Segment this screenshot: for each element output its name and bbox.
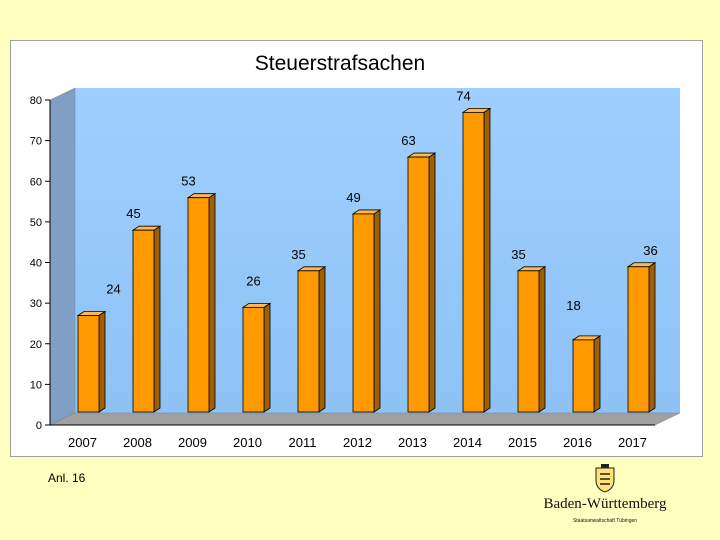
footer-note: Anl. 16 [48,471,86,485]
x-tick-label-2015: 2015 [508,435,537,450]
bar-side-2011 [318,266,326,413]
data-label-2016: 18 [566,298,580,313]
bar-2012 [352,213,375,413]
x-tick-label-2010: 2010 [233,435,262,450]
chart-side-wall [49,87,76,426]
bar-2017 [627,266,650,413]
bar-2010 [242,306,265,413]
x-tick-label-2012: 2012 [343,435,372,450]
bar-2016 [572,339,595,413]
brand-subtitle: Staatsanwaltschaft Tübingen [572,518,638,524]
bar-2011 [297,270,320,413]
bar-side-2017 [648,262,656,413]
data-label-2017: 36 [643,243,657,258]
y-tick-label: 20 [30,339,42,351]
bar-2014 [462,111,485,413]
x-tick-label-2011: 2011 [289,435,317,450]
y-tick-label: 10 [30,379,42,391]
bar-side-2013 [428,152,436,413]
data-label-2013: 63 [401,133,415,148]
chart-floor [49,412,681,426]
data-label-2009: 53 [181,174,195,189]
bar-side-2007 [98,310,106,413]
bar-2007 [77,315,100,413]
x-tick-label-2007: 2007 [68,435,97,450]
x-tick-label-2008: 2008 [123,435,152,450]
bar-2013 [407,156,430,413]
y-tick-label: 0 [36,420,42,432]
y-tick-label: 70 [30,136,42,148]
bar-2009 [187,197,210,413]
bar-side-2014 [483,107,491,413]
x-tick-label-2009: 2009 [178,435,207,450]
bar-side-2009 [208,192,216,413]
coat-of-arms-icon [595,464,615,493]
x-tick-label-2013: 2013 [398,435,427,450]
x-tick-label-2016: 2016 [563,435,592,450]
data-label-2007: 24 [106,282,120,297]
data-label-2014: 74 [456,88,470,103]
y-tick-label: 40 [30,258,42,270]
data-label-2011: 35 [291,247,305,262]
data-label-2015: 35 [511,247,525,262]
bar-side-2008 [153,225,161,413]
data-label-2012: 49 [346,190,360,205]
y-tick-label: 80 [30,95,42,107]
chart-title: Steuerstrafsachen [255,52,425,75]
bar-side-2016 [593,335,601,413]
bar-2008 [132,229,155,413]
bar-side-2010 [263,302,271,413]
brand-name: Baden-Württemberg [543,496,667,512]
bar-side-2015 [538,266,546,413]
y-tick-label: 30 [30,298,42,310]
bar-side-2012 [373,209,381,413]
y-tick-label: 60 [30,176,42,188]
data-label-2010: 26 [246,273,260,288]
brand-logo: Baden-Württemberg Staatsanwaltschaft Tüb… [530,462,680,534]
data-label-2008: 45 [126,206,140,221]
bar-2015 [517,270,540,413]
x-tick-label-2014: 2014 [453,435,482,450]
y-tick-label: 50 [30,217,42,229]
x-tick-label-2017: 2017 [618,435,647,450]
